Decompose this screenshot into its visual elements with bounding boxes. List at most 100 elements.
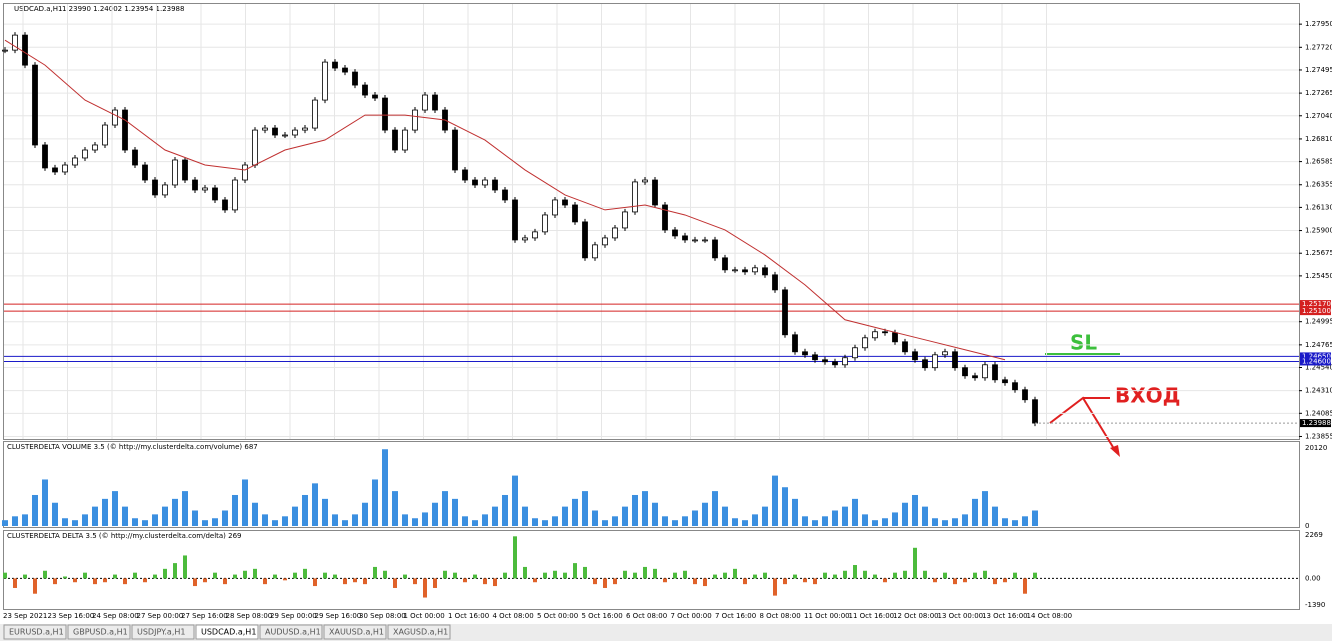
candle xyxy=(392,129,398,151)
candle xyxy=(152,179,158,196)
candle xyxy=(822,359,828,363)
candle xyxy=(2,49,8,52)
delta-bar xyxy=(693,578,697,585)
tab-label[interactable]: GBPUSD.a,H1 xyxy=(73,628,128,637)
level-label: 1.24600 xyxy=(1302,357,1331,365)
delta-bar xyxy=(203,578,207,583)
delta-bar xyxy=(263,578,267,585)
candle xyxy=(872,331,878,339)
delta-bar xyxy=(983,570,987,579)
tab-label[interactable]: USDCAD.a,H1 xyxy=(201,628,256,637)
candle xyxy=(432,94,438,111)
y-tick-label: 1.27265 xyxy=(1305,89,1332,97)
candle xyxy=(792,334,798,353)
candle xyxy=(1012,382,1018,391)
tab[interactable] xyxy=(131,624,195,640)
tab[interactable] xyxy=(387,624,451,640)
tab-label[interactable]: USDJPY.a,H1 xyxy=(137,628,185,637)
delta-bar xyxy=(393,578,397,588)
x-tick-label: 24 Sep 08:00 xyxy=(92,612,139,620)
delta-bar xyxy=(813,578,817,585)
delta-bar xyxy=(333,574,337,579)
candle xyxy=(512,199,518,241)
x-tick-label: 7 Oct 16:00 xyxy=(715,612,756,620)
delta-bar xyxy=(653,568,657,579)
volume-bar xyxy=(242,479,248,526)
candle xyxy=(992,364,998,381)
tab[interactable] xyxy=(195,624,259,640)
volume-bar xyxy=(282,516,288,526)
tab[interactable] xyxy=(259,624,323,640)
tab-label[interactable]: XAUUSD.a,H1 xyxy=(329,628,384,637)
delta-bar xyxy=(593,578,597,585)
volume-bar xyxy=(122,506,128,526)
volume-bar xyxy=(422,512,428,526)
x-tick-label: 7 Oct 00:00 xyxy=(671,612,712,620)
candle xyxy=(772,274,778,291)
volume-bar xyxy=(362,502,368,526)
volume-bar xyxy=(462,516,468,526)
candle xyxy=(982,364,988,379)
arrow-head xyxy=(1110,445,1120,457)
candle xyxy=(122,109,128,151)
y-tick-label: 1.26810 xyxy=(1305,135,1332,143)
delta-bar xyxy=(143,578,147,583)
volume-bar xyxy=(142,520,148,526)
delta-bar xyxy=(853,565,857,579)
candle xyxy=(1032,399,1038,424)
volume-bar xyxy=(332,514,338,526)
y-tick-label: 1.24310 xyxy=(1305,387,1332,395)
candle xyxy=(292,129,298,136)
candle xyxy=(582,221,588,259)
volume-bar xyxy=(702,502,708,526)
x-tick-label: 27 Sep 16:00 xyxy=(181,612,228,620)
current-price-box xyxy=(1300,419,1331,428)
volume-bar xyxy=(312,483,318,526)
candle xyxy=(932,354,938,369)
volume-bar xyxy=(902,502,908,526)
y-tick-label: 1.27950 xyxy=(1305,20,1332,28)
volume-bar xyxy=(192,510,198,526)
delta-bar xyxy=(23,574,27,579)
candle xyxy=(342,67,348,73)
tab[interactable] xyxy=(67,624,131,640)
volume-bar xyxy=(392,491,398,526)
candle xyxy=(102,124,108,146)
delta-tick-label: 0.00 xyxy=(1305,574,1321,582)
volume-bar xyxy=(32,494,38,526)
candle xyxy=(632,181,638,213)
volume-bar xyxy=(252,502,258,526)
x-tick-label: 8 Oct 08:00 xyxy=(760,612,801,620)
price-panel xyxy=(3,3,1300,440)
tab[interactable] xyxy=(3,624,67,640)
delta-bar xyxy=(403,574,407,579)
delta-bar xyxy=(923,570,927,579)
delta-bar xyxy=(933,578,937,583)
delta-bar xyxy=(553,570,557,579)
candle xyxy=(662,204,668,231)
candle xyxy=(72,157,78,166)
delta-bar xyxy=(1023,578,1027,594)
volume-bar xyxy=(982,491,988,526)
tab-label[interactable]: XAGUSD.a,H1 xyxy=(393,628,448,637)
delta-bar xyxy=(663,578,667,583)
y-tick-label: 1.27720 xyxy=(1305,43,1332,51)
level-box xyxy=(1300,357,1331,366)
candle xyxy=(942,351,948,356)
volume-bar xyxy=(102,498,108,526)
candle xyxy=(832,361,838,366)
tab-label[interactable]: AUDUSD.a,H1 xyxy=(265,628,321,637)
candle xyxy=(82,149,88,159)
y-tick-label: 1.24765 xyxy=(1305,341,1332,349)
candle xyxy=(732,269,738,272)
volume-bar xyxy=(722,506,728,526)
delta-bar xyxy=(353,578,357,583)
moving-average xyxy=(4,39,1006,361)
tab[interactable] xyxy=(323,624,387,640)
level-box xyxy=(1300,300,1331,309)
volume-bar xyxy=(922,506,928,526)
volume-bar xyxy=(1012,520,1018,526)
tab-label[interactable]: EURUSD.a,H1 xyxy=(9,628,64,637)
delta-bar xyxy=(743,578,747,585)
